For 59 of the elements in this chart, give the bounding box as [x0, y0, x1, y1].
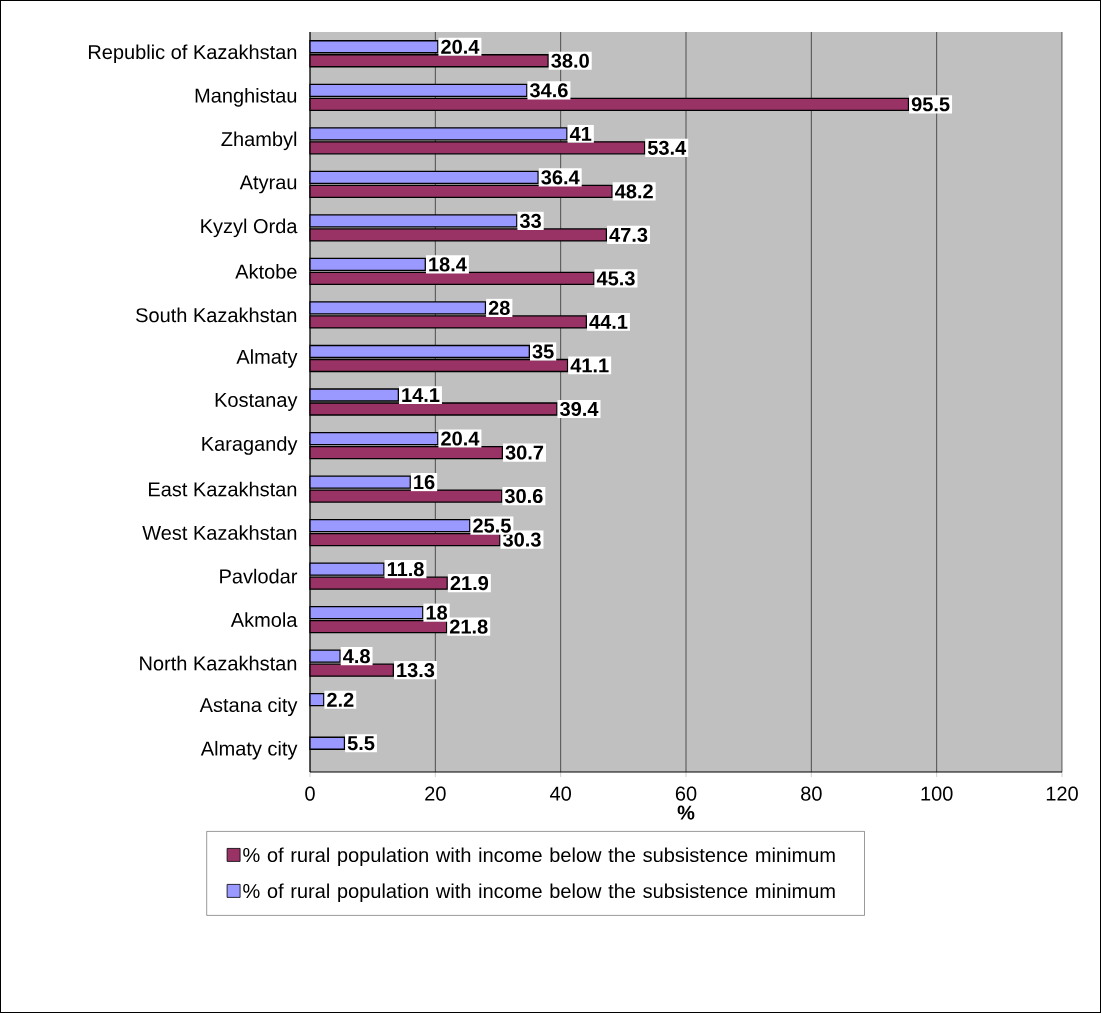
- data-label: 18: [426, 605, 448, 620]
- data-label: 36.4: [541, 170, 580, 185]
- y-tick-label: Almaty city: [200, 740, 298, 760]
- data-label: 4.8: [343, 649, 370, 664]
- x-tick-label: 120: [1046, 786, 1078, 801]
- data-label: 30.6: [504, 488, 543, 504]
- y-tick-label: Zhambyl: [221, 131, 297, 151]
- data-label: 35: [532, 344, 554, 359]
- y-tick-label: East Kazakhstan: [149, 481, 297, 497]
- x-tick-label: 20: [425, 786, 446, 801]
- data-label: 44.1: [589, 315, 628, 329]
- data-label: 53.4: [647, 140, 687, 155]
- data-label: 45.3: [596, 271, 635, 286]
- y-tick-label: Manghistau: [195, 87, 297, 107]
- data-label: 30.7: [505, 445, 544, 460]
- data-label: 14.1: [402, 388, 440, 402]
- y-tick-label: Atyrau: [239, 175, 297, 194]
- data-label: 39.4: [560, 401, 599, 417]
- y-tick-label: Astana city: [199, 697, 298, 717]
- data-label: 30.3: [502, 532, 541, 547]
- y-tick-label: Kostanay: [215, 393, 298, 411]
- data-label: 41: [569, 126, 592, 141]
- y-tick-label: North Kazakhstan: [140, 655, 297, 671]
- x-tick-label: 60: [675, 786, 697, 801]
- data-label: 18.4: [429, 257, 467, 272]
- data-label: 13.3: [397, 663, 435, 678]
- y-tick-label: Pavlodar: [220, 568, 298, 584]
- y-tick-label: Akmola: [230, 612, 298, 627]
- x-tick-label: 40: [550, 786, 571, 801]
- data-label: 21.9: [450, 576, 489, 591]
- y-tick-label: Almaty: [236, 349, 298, 368]
- x-tick-label: 0: [305, 786, 315, 801]
- data-label: 33: [519, 213, 541, 228]
- data-label: 95.5: [911, 97, 950, 112]
- y-tick-label: West Kazakhstan: [142, 525, 297, 540]
- data-label: 41.1: [570, 358, 609, 373]
- data-label: 21.8: [449, 619, 488, 634]
- data-label: 20.4: [441, 431, 480, 446]
- data-label: 25.5: [473, 518, 511, 533]
- data-label: 5.5: [347, 736, 375, 751]
- y-tick-label: Karagandy: [202, 436, 298, 455]
- data-label: 38.0: [551, 53, 589, 68]
- data-label: 48.2: [615, 184, 653, 199]
- data-label: 34.6: [529, 83, 568, 98]
- x-tick-label: 100: [921, 786, 953, 801]
- y-tick-label: Republic of Kazakhstan: [88, 44, 297, 64]
- data-label: 20.4: [441, 39, 480, 54]
- y-tick-label: Kyzyl Orda: [201, 218, 298, 238]
- data-label: 28: [488, 300, 510, 316]
- x-axis-title: %: [677, 805, 695, 820]
- legend-label: % of rural population with income below the subsistence minimum: [243, 847, 835, 867]
- y-tick-label: South Kazakhstan: [136, 307, 297, 323]
- data-label: 11.8: [387, 562, 424, 577]
- legend-label: % of rural population with income below the subsistence minimum: [243, 883, 835, 903]
- y-tick-label: Aktobe: [235, 264, 297, 279]
- data-label: 16: [414, 474, 435, 490]
- x-tick-label: 80: [801, 786, 822, 801]
- data-label: 2.2: [327, 692, 354, 707]
- data-label: 47.3: [609, 227, 648, 242]
